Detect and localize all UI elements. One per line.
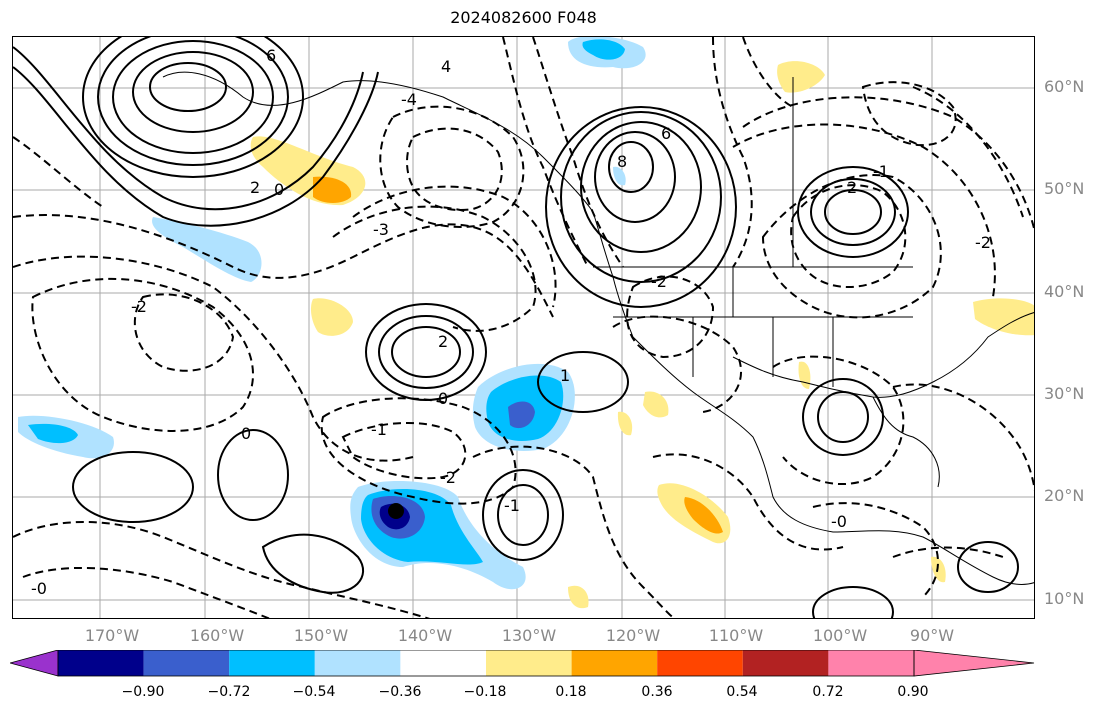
graticule <box>13 37 1034 618</box>
contour-label: 2 <box>847 178 857 197</box>
lat-label: 50°N <box>1044 179 1085 198</box>
lat-label: 30°N <box>1044 384 1085 403</box>
map-canvas: 6 4 2 0 -2 -3 -1 -4 1 2 0 -0 0 -1 -2 6 8… <box>13 37 1034 618</box>
lon-label: 140°W <box>397 626 453 645</box>
contour-label: 2 <box>438 332 448 351</box>
contour-label: 1 <box>560 366 570 385</box>
colorbar-segment <box>571 650 658 676</box>
contour-label: -1 <box>873 162 889 181</box>
contour-label: -1 <box>371 420 387 439</box>
colorbar-tick: 0.36 <box>641 684 673 700</box>
contour-label: 6 <box>661 124 671 143</box>
colorbar-tick: 0.18 <box>555 684 587 700</box>
contour-label: -0 <box>831 512 847 531</box>
lon-label: 120°W <box>605 626 661 645</box>
colorbar-tick: 0.54 <box>726 684 758 700</box>
contour-label: 0 <box>438 389 448 408</box>
shaded-anomalies <box>18 37 1034 609</box>
positive-contours <box>13 37 1019 618</box>
contour-label: -2 <box>131 297 147 316</box>
colorbar-segment <box>657 650 743 676</box>
contour-label: -2 <box>440 468 456 487</box>
colorbar-segment <box>314 650 401 676</box>
lat-label: 10°N <box>1044 589 1085 608</box>
contour-label: 0 <box>241 424 251 443</box>
colorbar-segment <box>486 650 572 676</box>
colorbar-extend-high <box>913 650 1035 677</box>
colorbar-tick: −0.72 <box>207 684 251 700</box>
lon-label: 90°W <box>909 626 955 645</box>
lon-label: 100°W <box>812 626 868 645</box>
contour-labels: 6 4 2 0 -2 -3 -1 -4 1 2 0 -0 0 -1 -2 6 8… <box>31 46 991 598</box>
colorbar-segment <box>58 650 144 676</box>
map-title: 2024082600 F048 <box>450 8 597 27</box>
colorbar-tick: −0.54 <box>292 684 336 700</box>
lat-label: 60°N <box>1044 77 1085 96</box>
colorbar-tick: 0.90 <box>897 684 929 700</box>
lat-label: 40°N <box>1044 282 1085 301</box>
contour-label: -4 <box>401 90 417 109</box>
contour-label: 6 <box>266 46 276 65</box>
lon-label: 170°W <box>84 626 140 645</box>
contour-label: -2 <box>651 272 667 291</box>
colorbar-segment <box>143 650 230 676</box>
colorbar <box>10 650 1035 677</box>
lat-label: 20°N <box>1044 486 1085 505</box>
negative-contours <box>13 37 1034 618</box>
lon-label: 160°W <box>189 626 245 645</box>
contour-label: 0 <box>274 180 284 199</box>
colorbar-extend-low <box>10 650 59 677</box>
colorbar-segment <box>229 650 315 676</box>
colorbar-segment <box>400 650 486 676</box>
contour-label: -3 <box>373 220 389 239</box>
lon-label: 110°W <box>708 626 764 645</box>
lon-label: 130°W <box>501 626 557 645</box>
contour-label: -2 <box>975 233 991 252</box>
lon-label: 150°W <box>293 626 349 645</box>
colorbar-tick: 0.72 <box>812 684 844 700</box>
colorbar-tick: −0.18 <box>463 684 507 700</box>
contour-label: 8 <box>617 152 627 171</box>
colorbar-tick: −0.36 <box>378 684 422 700</box>
colorbar-segment <box>742 650 829 676</box>
contour-label: -0 <box>31 579 47 598</box>
contour-label: 4 <box>441 57 451 76</box>
colorbar-segment <box>828 650 914 676</box>
contour-label: 2 <box>250 178 260 197</box>
colorbar-tick: −0.90 <box>121 684 165 700</box>
map-panel: 6 4 2 0 -2 -3 -1 -4 1 2 0 -0 0 -1 -2 6 8… <box>12 36 1035 619</box>
contour-label: -1 <box>504 496 520 515</box>
